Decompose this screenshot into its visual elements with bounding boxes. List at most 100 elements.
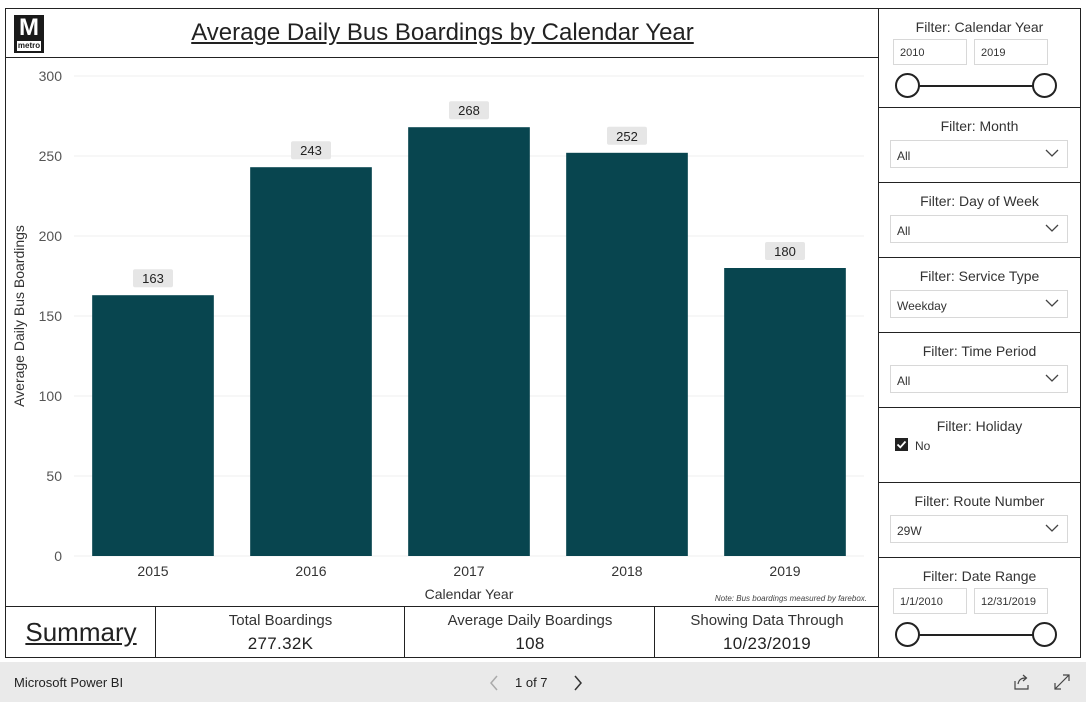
y-tick-label: 150	[39, 308, 63, 324]
summary-link[interactable]: Summary	[25, 617, 137, 647]
bar-2019	[724, 268, 846, 556]
filter-month: Filter: Month All	[878, 107, 1081, 184]
x-tick-label: 2019	[769, 563, 800, 579]
chevron-down-icon	[1045, 299, 1059, 307]
y-tick-label: 50	[46, 468, 62, 484]
month-dropdown[interactable]: All	[890, 140, 1068, 168]
data-label-box	[449, 101, 489, 120]
chevron-left-icon[interactable]	[485, 672, 503, 694]
filter-time-period: Filter: Time Period All	[878, 332, 1081, 409]
filter-date-range: Filter: Date Range 1/1/2010 12/31/2019	[878, 557, 1081, 658]
report-header: M metro Average Daily Bus Boardings by C…	[5, 8, 880, 59]
day-of-week-dropdown-value: All	[897, 224, 911, 238]
expand-icon[interactable]	[1052, 672, 1072, 692]
data-label: 252	[616, 129, 638, 144]
data-label: 163	[142, 271, 164, 286]
chevron-right-icon[interactable]	[569, 672, 587, 694]
x-tick-label: 2018	[611, 563, 642, 579]
page-indicator: 1 of 7	[515, 675, 548, 690]
y-tick-label: 250	[39, 148, 63, 164]
powerbi-brand-link[interactable]: Microsoft Power BI	[14, 675, 124, 690]
logo-word: metro	[17, 41, 41, 51]
time-period-dropdown-value: All	[897, 374, 911, 388]
data-label: 268	[458, 103, 480, 118]
data-label-box	[765, 242, 805, 260]
summary-box: Summary	[5, 606, 157, 658]
route-number-dropdown-value: 29W	[897, 524, 922, 538]
data-label-box	[133, 269, 173, 288]
data-label-box	[291, 141, 331, 160]
year-range-slider[interactable]	[895, 73, 1057, 99]
year-slider-track	[907, 85, 1045, 87]
chevron-down-icon	[1045, 224, 1059, 232]
chart-note: Note: Bus boardings measured by farebox.	[714, 594, 867, 603]
average-daily-boardings-label: Average Daily Boardings	[447, 612, 613, 629]
holiday-no-label: No	[915, 439, 931, 453]
time-period-dropdown[interactable]: All	[890, 365, 1068, 393]
year-to-input[interactable]: 2019	[974, 39, 1048, 65]
chevron-down-icon	[1045, 524, 1059, 532]
filter-route-number: Filter: Route Number 29W	[878, 482, 1081, 559]
x-axis-label: Calendar Year	[425, 586, 514, 602]
date-from-input[interactable]: 1/1/2010	[893, 588, 967, 614]
bar-chart-visual[interactable]: 0 50 100 150 200 250 300 Average Daily Bus Boar…	[5, 57, 880, 608]
chevron-down-icon	[1045, 149, 1059, 157]
bar-2017	[408, 127, 530, 556]
route-number-dropdown[interactable]: 29W	[890, 515, 1068, 543]
x-tick-label: 2016	[295, 563, 326, 579]
date-slider-max-handle[interactable]	[1032, 622, 1057, 647]
average-daily-boardings-card: Average Daily Boardings 108	[404, 606, 656, 658]
filter-date-range-title: Filter: Date Range	[922, 568, 1037, 584]
filter-calendar-year-title: Filter: Calendar Year	[915, 19, 1044, 35]
bar-chart: 0 50 100 150 200 250 300 Average Daily Bus Boar…	[11, 68, 864, 602]
chevron-down-icon	[1045, 374, 1059, 382]
data-label-box	[607, 126, 647, 145]
filter-calendar-year: Filter: Calendar Year 2010 2019	[878, 8, 1081, 109]
filter-holiday-title: Filter: Holiday	[936, 418, 1023, 434]
average-daily-boardings-value: 108	[515, 634, 545, 653]
date-slider-min-handle[interactable]	[895, 622, 920, 647]
service-type-dropdown-value: Weekday	[897, 299, 947, 313]
filter-day-of-week: Filter: Day of Week All	[878, 182, 1081, 259]
metro-logo: M metro	[14, 15, 44, 53]
bar-2015	[92, 295, 214, 556]
data-label: 180	[774, 244, 796, 259]
day-of-week-dropdown[interactable]: All	[890, 215, 1068, 243]
filter-service-type-title: Filter: Service Type	[919, 268, 1040, 284]
holiday-no-checkbox[interactable]	[895, 438, 908, 451]
filter-time-period-title: Filter: Time Period	[922, 343, 1037, 359]
x-tick-label: 2017	[453, 563, 484, 579]
y-tick-label: 200	[39, 228, 63, 244]
total-boardings-value: 277.32K	[247, 634, 314, 653]
bar-2018	[566, 152, 688, 557]
service-type-dropdown[interactable]: Weekday	[890, 290, 1068, 318]
date-to-input[interactable]: 12/31/2019	[974, 588, 1048, 614]
data-through-value: 10/23/2019	[722, 634, 812, 653]
x-tick-label: 2015	[137, 563, 168, 579]
filter-service-type: Filter: Service Type Weekday	[878, 257, 1081, 334]
filter-day-of-week-title: Filter: Day of Week	[920, 193, 1039, 209]
logo-letter: M	[19, 14, 39, 41]
y-axis-label: Average Daily Bus Boardings	[11, 225, 27, 407]
year-slider-min-handle[interactable]	[895, 73, 920, 98]
filter-route-number-title: Filter: Route Number	[914, 493, 1045, 509]
filter-holiday: Filter: Holiday No	[878, 407, 1081, 484]
page-navigator: 1 of 7	[485, 672, 595, 694]
y-tick-label: 100	[39, 388, 63, 404]
check-icon	[896, 440, 907, 449]
y-tick-label: 300	[39, 68, 63, 84]
y-tick-label: 0	[54, 548, 62, 564]
share-icon[interactable]	[1012, 672, 1032, 692]
data-through-card: Showing Data Through 10/23/2019	[654, 606, 880, 658]
filter-month-title: Filter: Month	[940, 118, 1019, 134]
data-through-label: Showing Data Through	[690, 612, 844, 629]
date-range-slider[interactable]	[895, 622, 1057, 648]
powerbi-footer-bar: Microsoft Power BI 1 of 7	[0, 662, 1086, 702]
date-slider-track	[907, 634, 1045, 636]
total-boardings-card: Total Boardings 277.32K	[155, 606, 406, 658]
bar-2016	[250, 167, 372, 556]
month-dropdown-value: All	[897, 149, 911, 163]
year-from-input[interactable]: 2010	[893, 39, 967, 65]
year-slider-max-handle[interactable]	[1032, 73, 1057, 98]
data-label: 243	[300, 143, 322, 158]
